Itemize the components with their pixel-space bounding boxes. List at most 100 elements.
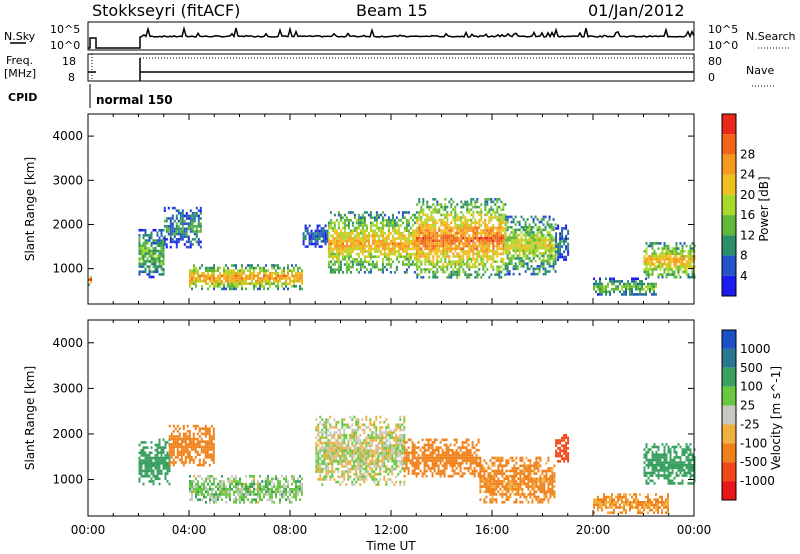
echo-cell xyxy=(365,226,368,230)
echo-cell xyxy=(647,273,650,276)
echo-cell xyxy=(245,493,247,496)
echo-cell xyxy=(225,485,227,488)
echo-cell xyxy=(389,271,392,274)
echo-cell xyxy=(430,205,433,209)
echo-cell xyxy=(213,264,215,267)
echo-cell xyxy=(195,285,197,288)
echo-cell xyxy=(235,501,237,504)
echo-cell xyxy=(293,493,295,496)
echo-cell xyxy=(331,226,334,230)
echo-cell xyxy=(550,257,553,260)
echo-cell xyxy=(391,433,394,437)
echo-cell xyxy=(197,475,199,478)
echo-cell xyxy=(425,454,428,457)
echo-cell xyxy=(317,459,320,463)
echo-cell xyxy=(651,247,654,250)
echo-cell xyxy=(468,268,471,271)
echo-cell xyxy=(202,427,205,430)
echo-cell xyxy=(454,213,457,217)
echo-cell xyxy=(343,255,346,258)
echo-cell xyxy=(209,274,211,278)
echo-cell xyxy=(259,279,261,283)
echo-cell xyxy=(403,441,406,444)
echo-cell xyxy=(207,269,209,272)
echo-cell xyxy=(538,257,541,260)
echo-cell xyxy=(403,426,406,429)
echo-cell xyxy=(229,282,231,285)
echo-cell xyxy=(426,252,429,256)
echo-cell xyxy=(243,277,245,280)
echo-cell xyxy=(156,257,159,261)
echo-cell xyxy=(506,239,509,242)
echo-cell xyxy=(315,441,318,445)
echo-cell xyxy=(391,449,394,453)
echo-cell xyxy=(317,465,320,468)
echo-cell xyxy=(557,253,560,256)
echo-cell xyxy=(257,277,259,280)
echo-cell xyxy=(217,282,219,285)
echo-cell xyxy=(191,269,193,272)
echo-cell xyxy=(534,252,537,255)
echo-cell xyxy=(387,232,390,235)
echo-cell xyxy=(327,237,330,240)
echo-cell xyxy=(472,205,475,209)
echo-cell xyxy=(405,459,408,462)
echo-cell xyxy=(359,258,362,261)
echo-cell xyxy=(287,495,289,499)
echo-cell xyxy=(466,250,469,253)
echo-cell xyxy=(540,244,543,247)
echo-cell xyxy=(259,493,261,496)
echo-cell xyxy=(538,270,541,273)
echo-cell xyxy=(158,456,161,460)
echo-cell xyxy=(335,439,338,442)
echo-cell xyxy=(379,252,382,256)
echo-cell xyxy=(540,265,543,268)
echo-cell xyxy=(565,247,568,251)
echo-cell xyxy=(231,282,233,285)
echo-cell xyxy=(393,252,396,256)
echo-cell xyxy=(379,478,382,481)
echo-cell xyxy=(389,470,392,473)
echo-cell xyxy=(269,482,271,486)
echo-cell xyxy=(323,431,326,434)
echo-cell xyxy=(397,229,400,232)
echo-cell xyxy=(377,239,380,243)
echo-cell xyxy=(426,242,429,245)
echo-cell xyxy=(333,431,336,434)
echo-cell xyxy=(530,231,533,234)
echo-cell xyxy=(215,277,217,280)
echo-cell xyxy=(563,237,566,241)
echo-cell xyxy=(191,485,193,488)
echo-cell xyxy=(428,218,431,222)
echo-cell xyxy=(472,242,475,245)
echo-cell xyxy=(422,276,425,279)
echo-cell xyxy=(607,290,609,294)
echo-cell xyxy=(397,459,400,463)
echo-cell xyxy=(165,219,168,223)
echo-cell xyxy=(289,269,291,272)
echo-cell xyxy=(343,472,346,476)
echo-cell xyxy=(339,433,342,437)
echo-cell xyxy=(183,235,186,238)
echo-cell xyxy=(297,488,299,491)
echo-cell xyxy=(371,260,374,264)
echo-cell xyxy=(185,230,188,233)
echo-cell xyxy=(369,446,372,450)
echo-cell xyxy=(150,451,153,455)
echo-cell xyxy=(516,254,519,258)
echo-cell xyxy=(432,208,435,211)
echo-cell xyxy=(333,247,336,251)
echo-cell xyxy=(146,257,149,261)
echo-cell xyxy=(273,277,275,280)
echo-cell xyxy=(552,226,555,229)
echo-cell xyxy=(526,218,529,221)
echo-cell xyxy=(339,250,342,253)
echo-cell xyxy=(683,255,686,258)
echo-cell xyxy=(349,433,352,437)
echo-cell xyxy=(229,279,231,283)
echo-cell xyxy=(460,216,463,219)
echo-cell xyxy=(420,263,423,266)
echo-cell xyxy=(213,477,215,481)
echo-cell xyxy=(397,211,400,214)
echo-cell xyxy=(235,477,237,481)
